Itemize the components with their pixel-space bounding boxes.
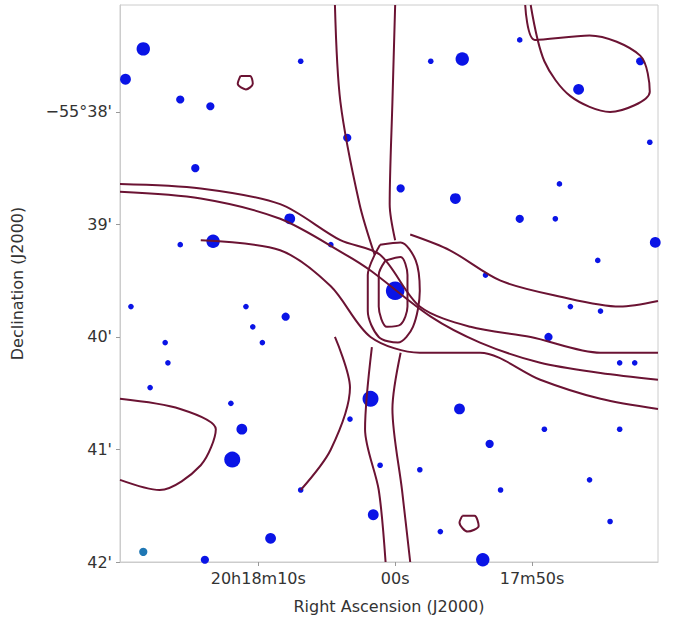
svg-text:−55°38': −55°38' <box>45 102 112 121</box>
svg-text:00s: 00s <box>381 569 410 588</box>
svg-text:Right Ascension (J2000): Right Ascension (J2000) <box>294 597 485 616</box>
svg-text:39': 39' <box>87 215 112 234</box>
svg-text:17m50s: 17m50s <box>500 569 565 588</box>
svg-text:20h18m10s: 20h18m10s <box>211 569 306 588</box>
svg-text:40': 40' <box>87 327 112 346</box>
svg-text:Declination (J2000): Declination (J2000) <box>8 207 27 360</box>
svg-text:42': 42' <box>87 553 112 572</box>
svg-text:41': 41' <box>87 440 112 459</box>
